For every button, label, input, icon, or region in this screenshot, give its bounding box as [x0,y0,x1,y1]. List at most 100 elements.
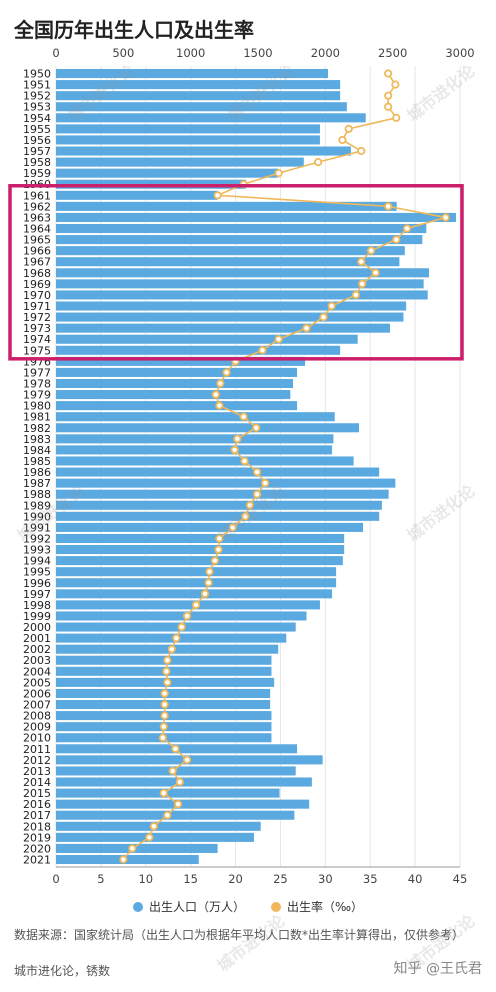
bar [56,423,359,433]
bottom-tick-label: 20 [228,872,243,886]
bottom-tick-label: 25 [273,872,288,886]
top-axis: 0 500 1000 1500 2000 2500 3000 [52,46,474,60]
year-label: 2004 [23,665,51,678]
bottom-axis: 0 5 10 15 20 25 30 35 40 45 [52,866,467,886]
year-label: 1984 [23,444,51,457]
bar [56,124,320,134]
year-label: 1969 [23,278,51,291]
bar [56,345,341,355]
rate-point [371,268,380,277]
rate-point [253,467,262,477]
rate-point [163,811,172,820]
bar [56,91,341,101]
year-label: 1965 [23,234,51,247]
top-tick-label: 2000 [311,46,340,60]
rate-point [216,379,225,388]
rate-point [158,733,167,742]
year-label: 2006 [23,687,51,700]
bar [56,80,341,90]
rate-point [402,224,412,233]
bar [56,478,396,488]
bar [56,456,354,466]
year-label: 1963 [23,211,51,224]
legend-item-births[interactable]: 出生人口（万人） [132,898,245,915]
bar [56,168,279,178]
year-label: 1991 [23,521,51,534]
bar [56,279,424,289]
bar [56,323,390,333]
year-label: 2013 [23,765,51,778]
bar [56,500,382,510]
bar [56,832,254,842]
year-label: 1996 [23,577,51,590]
year-label: 1994 [23,555,51,568]
year-label: 1955 [23,123,51,136]
rate-point [384,102,393,111]
rate-point [171,744,180,753]
bar [56,190,218,200]
year-label: 1961 [23,189,51,202]
year-label: 1971 [23,300,51,313]
bar [56,556,343,566]
rate-point [145,833,154,842]
year-label: 1959 [23,167,51,180]
bar [56,102,347,112]
year-label: 1990 [23,510,51,523]
bottom-tick-label: 0 [52,872,59,886]
bar [56,489,389,499]
rate-point [213,191,222,200]
bar [56,246,405,256]
rate-point [351,290,360,300]
legend-label-rate: 出生率（‰） [286,900,364,914]
year-label: 2001 [23,632,51,645]
data-source-note: 数据来源：国家统计局（出生人口为根据年平均人口数*出生率计算得出，仅供参考） [14,928,465,942]
top-tick-label: 2500 [378,46,407,60]
rate-point [175,777,184,787]
rate-point [441,213,450,222]
bar [56,312,404,322]
year-label: 2009 [23,721,51,734]
bar [56,533,345,544]
bar [56,235,423,245]
year-labels: 1950195119521953195419551956195719581959… [23,68,51,867]
year-label: 2008 [23,710,51,723]
year-label: 1957 [23,145,51,158]
legend-swatch-births [132,901,143,912]
rate-point [241,512,250,521]
rate-point [205,567,214,576]
year-label: 1986 [23,466,51,479]
year-label: 1970 [23,289,51,302]
top-tick-label: 1000 [176,46,205,60]
year-label: 1964 [23,223,51,236]
chart-title: 全国历年出生人口及出生率 [14,18,254,42]
year-label: 2011 [23,743,51,756]
bar [56,69,329,79]
rate-point [391,80,400,89]
year-label: 1973 [23,322,51,335]
bar [56,589,333,599]
rate-point [162,667,171,676]
rate-point [384,202,393,211]
year-label: 1981 [23,411,51,424]
year-label: 1999 [23,610,51,623]
bar [56,146,351,156]
legend-item-rate[interactable]: 出生率（‰） [270,898,364,915]
bar [56,445,333,455]
bar [56,611,307,621]
year-label: 2012 [23,754,51,767]
legend: 出生人口（万人） 出生率（‰） [0,898,496,915]
year-label: 1978 [23,377,51,390]
bar [56,301,407,311]
bar [56,290,428,300]
top-tick-label: 3000 [445,46,474,60]
year-label: 2016 [23,798,51,811]
bar [56,567,337,577]
bottom-tick-label: 30 [318,872,333,886]
bar [56,843,218,853]
year-label: 1951 [23,79,51,92]
rate-point [163,678,172,687]
bar [56,201,397,211]
bar [56,522,364,532]
bar [56,622,296,632]
platform-watermark: 知乎 @王氏君 [393,961,482,977]
